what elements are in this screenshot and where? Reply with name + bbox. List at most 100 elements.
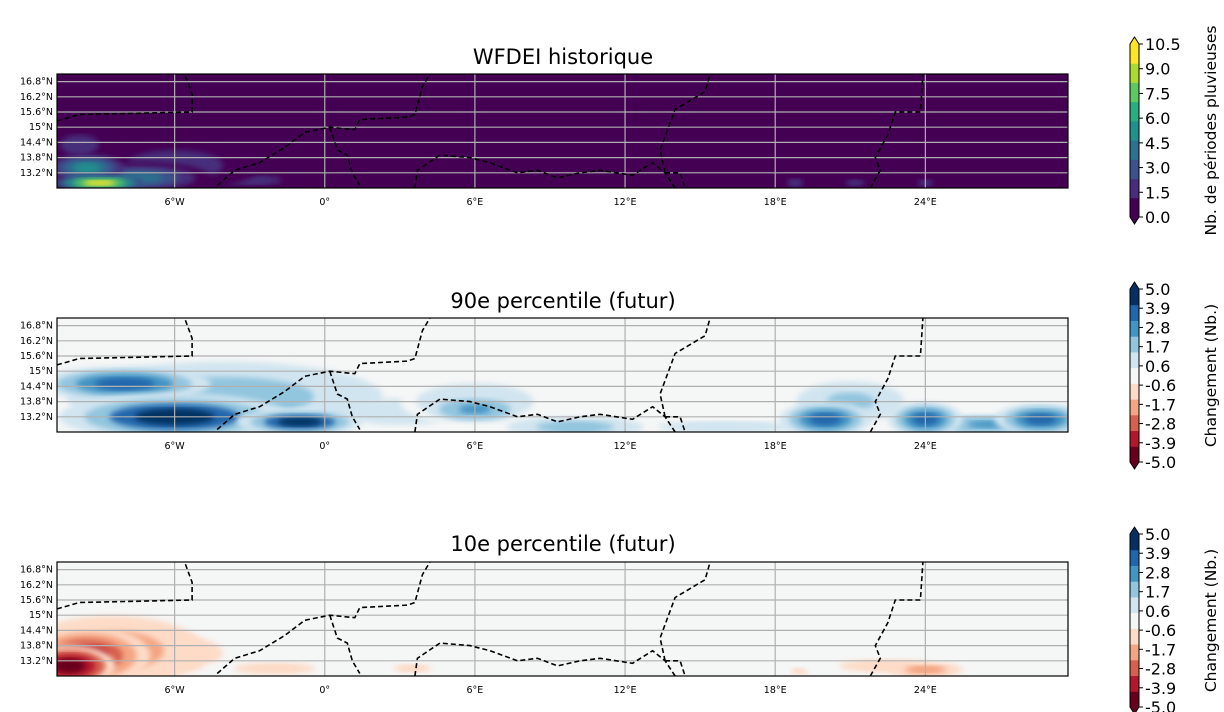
x-tick-label: 6°W [165,441,186,452]
colorbar-segment [1130,596,1139,614]
colorbar-tick-label: 10.5 [1145,35,1181,54]
x-tick-label: 0° [319,685,330,696]
y-tick-label: 15.6°N [20,351,53,362]
panel-title-historique: WFDEI historique [473,45,653,69]
x-tick-label: 18°E [764,197,787,208]
contour-blob [74,163,101,173]
panel-p90: 90e percentile (futur) 16.8°N 16.2°N 15.6°… [20,280,1220,472]
y-tick-label: 16.8°N [20,565,53,576]
contour-blob [809,413,842,426]
y-tick-label: 15°N [29,610,53,621]
contour-blob [849,180,862,185]
plot-frame [56,561,1069,677]
contour-blob [277,417,322,427]
colorbar-tick-label: 0.0 [1145,208,1170,227]
colorbar-segment [1130,367,1139,384]
colorbar-extend-min [1130,707,1139,712]
colorbar-tick-label: 5.0 [1145,525,1170,544]
colorbar-segment [1130,289,1139,306]
colorbar-segment [1130,383,1139,400]
border-line [414,154,676,188]
colorbar-tick-label: -3.9 [1145,434,1176,453]
y-tick-label: 16.8°N [20,321,53,332]
colorbar-tick-label: 4.5 [1145,134,1170,153]
y-tick-label: 16.2°N [20,336,53,347]
contour-blob [790,180,801,186]
contour-blob [794,668,807,673]
colorbar-tick-label: -1.7 [1145,395,1176,414]
y-tick-label: 13.8°N [20,397,53,408]
colorbar-segment [1130,565,1139,582]
border-line [57,74,193,122]
y-tick-label: 13.2°N [20,168,53,179]
colorbar-segment [1130,44,1139,64]
border-line [659,562,711,661]
colorbar-extend-max [1130,527,1139,534]
country-borders [57,562,924,676]
colorbar-tick-label: 3.0 [1145,159,1170,178]
border-line [216,318,431,431]
colorbar-tick-label: -5.0 [1145,698,1176,712]
border-line [659,318,711,417]
x-tick-label: 24°E [914,197,937,208]
colorbar-segment [1130,178,1139,199]
colorbar-label: Changement (Nb.) [1202,304,1220,447]
x-tick-label: 6°W [165,197,186,208]
border-line [216,562,431,675]
x-tick-label: 0° [319,441,330,452]
colorbar-label: Changement (Nb.) [1202,549,1220,692]
colorbar-historique: 10.5 9.0 7.5 6.0 4.5 3.0 1.5 0.0 Nb. de périodes… [1129,26,1220,236]
x-tick-label: 6°W [165,685,186,696]
colorbar-tick-label: 1.7 [1145,583,1170,602]
colorbar-tick-label: 7.5 [1145,84,1170,103]
colorbar-tick-label: 0.6 [1145,602,1170,621]
country-borders [57,74,924,188]
colorbar-tick-label: 1.7 [1145,338,1170,357]
colorbar-tick-label: -0.6 [1145,621,1176,640]
colorbar-segment [1130,691,1139,708]
colorbar-segment [1130,612,1139,629]
plot-area-historique: 16.8°N 16.2°N 15.6°N 15°N 14.4°N 13.8°N 13.2°N… [20,73,1069,208]
contour-blob [695,424,756,430]
colorbar-tick-label: 3.9 [1145,544,1170,563]
colorbar-extend-max [1130,282,1139,289]
colorbar-segment [1130,534,1139,551]
colorbar-tick-label: 0.6 [1145,357,1170,376]
colorbar-tick-label: 2.8 [1145,318,1170,337]
colorbar-tick-label: 5.0 [1145,280,1170,299]
colorbar-tick-label: 9.0 [1145,60,1170,79]
contour-blob [57,658,86,673]
colorbar-segment [1130,628,1139,645]
border-line [414,398,676,432]
colorbar-segment [1130,659,1139,677]
colorbar-segment [1130,549,1139,566]
x-tick-label: 12°E [614,441,637,452]
border-line [665,660,686,676]
colorbar-extend-min [1130,217,1139,224]
x-tick-label: 6°E [467,685,484,696]
y-tick-label: 16.2°N [20,92,53,103]
colorbar-segment [1130,140,1139,160]
colorbar-tick-label: 1.5 [1145,183,1170,202]
plot-frame [56,73,1069,189]
colorbar-segment [1130,304,1139,321]
colorbar-label: Nb. de périodes pluvieuses [1202,26,1220,236]
colorbar-segment [1130,159,1139,180]
colorbar-segment [1130,351,1139,369]
panel-historique: WFDEI historique 16.8°N16.2°N15.6°N15°N1… [20,26,1220,236]
colorbar-segment [1130,82,1139,103]
contour-blob [550,423,600,431]
contour-blob [83,180,116,186]
colorbar-tick-label: -1.7 [1145,640,1176,659]
border-line [57,318,193,366]
border-line [329,614,361,674]
colorbar-extend-max [1130,37,1139,44]
x-tick-label: 18°E [764,441,787,452]
contour-blob [400,665,425,671]
x-tick-label: 12°E [614,685,637,696]
colorbar-segment [1130,336,1139,353]
y-tick-label: 15°N [29,366,53,377]
colorbar-segment [1130,101,1139,122]
colorbar-segment [1130,430,1139,447]
